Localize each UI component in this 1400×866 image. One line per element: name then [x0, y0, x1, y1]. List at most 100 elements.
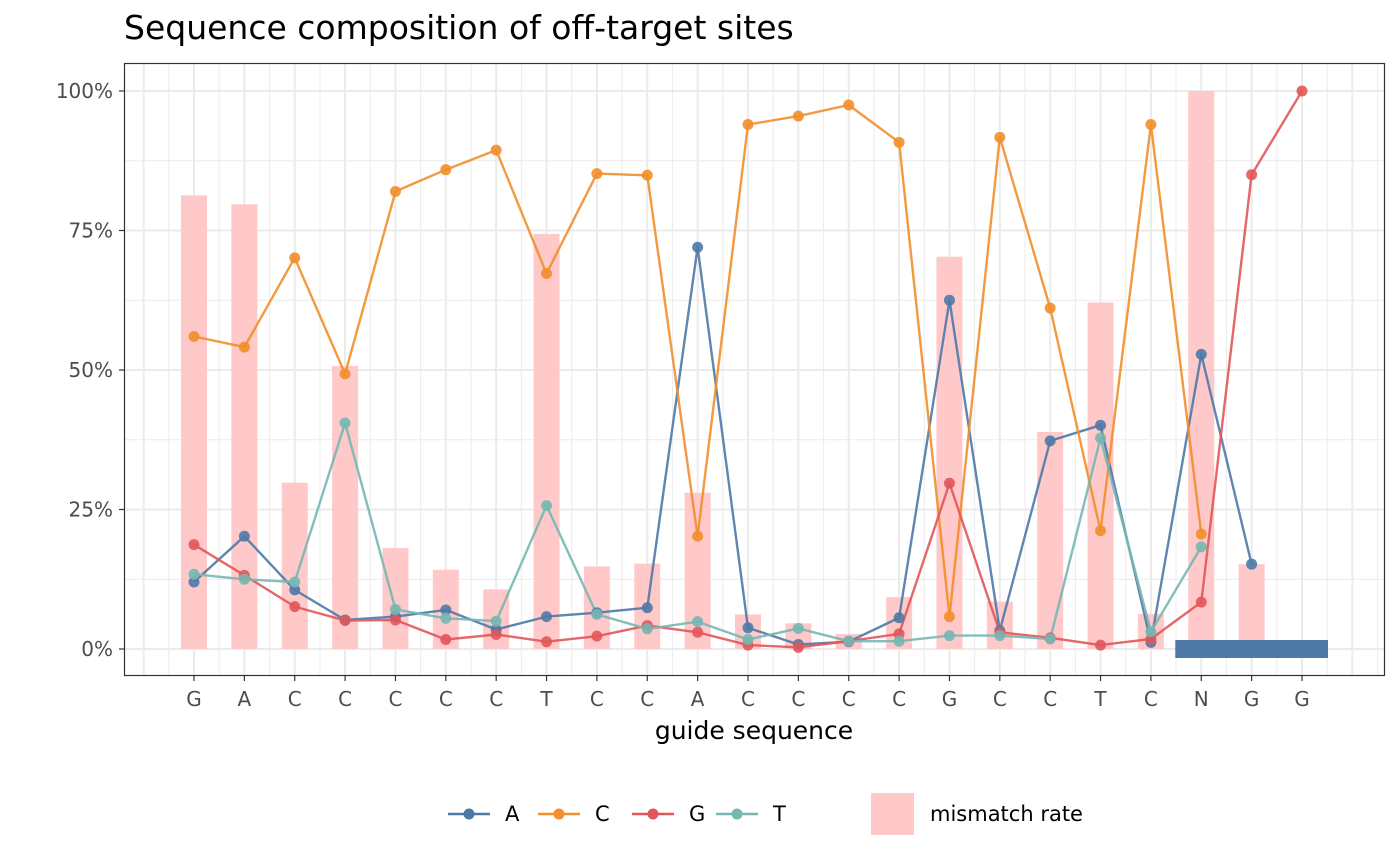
y-tick-label: 100%	[56, 79, 113, 103]
data-point-A	[692, 241, 704, 253]
data-point-C	[591, 168, 603, 180]
data-point-C	[1195, 528, 1207, 540]
y-tick-label: 75%	[69, 219, 113, 243]
mismatch-bar	[533, 233, 560, 649]
x-tick-label: C	[439, 687, 453, 711]
mismatch-bar	[1238, 564, 1265, 649]
data-point-T	[1044, 633, 1056, 645]
data-point-G	[1195, 596, 1207, 608]
x-tick-label: G	[186, 687, 202, 711]
mismatch-bar	[1037, 431, 1064, 649]
x-tick-label: C	[590, 687, 604, 711]
legend-point-A	[463, 808, 475, 820]
data-point-T	[1195, 541, 1207, 553]
x-tick-label: G	[1294, 687, 1310, 711]
legend-label-A: A	[505, 802, 520, 826]
x-tick-label: C	[388, 687, 402, 711]
data-point-T	[440, 612, 452, 624]
data-point-A	[188, 576, 200, 588]
data-point-C	[1095, 525, 1107, 537]
data-point-T	[339, 417, 351, 429]
data-point-G	[792, 641, 804, 653]
mismatch-bar	[936, 256, 963, 649]
data-point-C	[339, 368, 351, 380]
data-point-C	[541, 267, 553, 279]
y-axis: 0% 25% 50% 75% 100%	[56, 79, 125, 661]
data-point-T	[641, 623, 653, 635]
x-tick-label: C	[842, 687, 856, 711]
data-point-G	[1095, 639, 1107, 651]
data-point-T	[943, 630, 955, 642]
data-point-A	[440, 604, 452, 616]
data-point-T	[792, 622, 804, 634]
x-tick-label: A	[691, 687, 705, 711]
pam-marker	[1175, 640, 1328, 658]
data-point-C	[1044, 302, 1056, 314]
data-point-C	[490, 144, 502, 156]
legend-label-T: T	[772, 802, 786, 826]
data-point-C	[692, 530, 704, 542]
data-point-C	[994, 131, 1006, 143]
x-tick-label: C	[791, 687, 805, 711]
x-tick-label: G	[1244, 687, 1260, 711]
data-point-T	[893, 635, 905, 647]
data-point-G	[440, 634, 452, 646]
data-point-G	[943, 477, 955, 489]
legend-point-T	[731, 808, 743, 820]
data-point-T	[238, 573, 250, 585]
data-point-T	[994, 630, 1006, 642]
data-point-T	[541, 500, 553, 512]
x-tick-label: C	[741, 687, 755, 711]
data-point-G	[541, 636, 553, 648]
legend-label-C: C	[595, 802, 610, 826]
legend-point-G	[647, 808, 659, 820]
data-point-C	[893, 136, 905, 148]
data-point-C	[792, 110, 804, 122]
x-tick-label: C	[1043, 687, 1057, 711]
data-point-G	[692, 626, 704, 638]
x-tick-label: C	[338, 687, 352, 711]
chart-title: Sequence composition of off-target sites	[124, 8, 794, 47]
x-tick-label: T	[1093, 687, 1107, 711]
data-point-G	[591, 630, 603, 642]
data-point-C	[238, 341, 250, 353]
data-point-C	[843, 99, 855, 111]
x-tick-label: N	[1194, 687, 1209, 711]
data-point-C	[943, 611, 955, 623]
x-tick-label: C	[489, 687, 503, 711]
data-point-T	[843, 635, 855, 647]
legend-label-mismatch-rate: mismatch rate	[930, 802, 1083, 826]
mismatch-bar	[281, 482, 308, 649]
y-tick-label: 0%	[81, 637, 113, 661]
pam-marker-bar	[1175, 640, 1328, 658]
y-tick-label: 50%	[69, 358, 113, 382]
x-tick-label: A	[238, 687, 252, 711]
x-tick-label: C	[288, 687, 302, 711]
data-point-T	[591, 608, 603, 620]
data-point-A	[641, 602, 653, 614]
data-point-C	[641, 169, 653, 181]
data-point-C	[289, 252, 301, 264]
data-point-A	[943, 294, 955, 306]
data-point-T	[1145, 626, 1157, 638]
data-point-T	[289, 576, 301, 588]
data-point-A	[893, 612, 905, 624]
x-tick-label: C	[892, 687, 906, 711]
data-point-C	[1145, 118, 1157, 130]
x-axis-title: guide sequence	[655, 716, 853, 745]
data-point-A	[238, 530, 250, 542]
data-point-A	[541, 611, 553, 623]
data-point-T	[490, 615, 502, 627]
mismatch-bar	[1188, 91, 1215, 649]
series-points	[188, 85, 1308, 653]
data-point-G	[490, 628, 502, 640]
x-tick-label: C	[640, 687, 654, 711]
legend-point-C	[553, 808, 565, 820]
data-point-G	[1246, 169, 1258, 181]
data-point-A	[1095, 419, 1107, 431]
data-point-C	[389, 185, 401, 197]
data-point-A	[742, 622, 754, 634]
x-tick-label: G	[942, 687, 958, 711]
